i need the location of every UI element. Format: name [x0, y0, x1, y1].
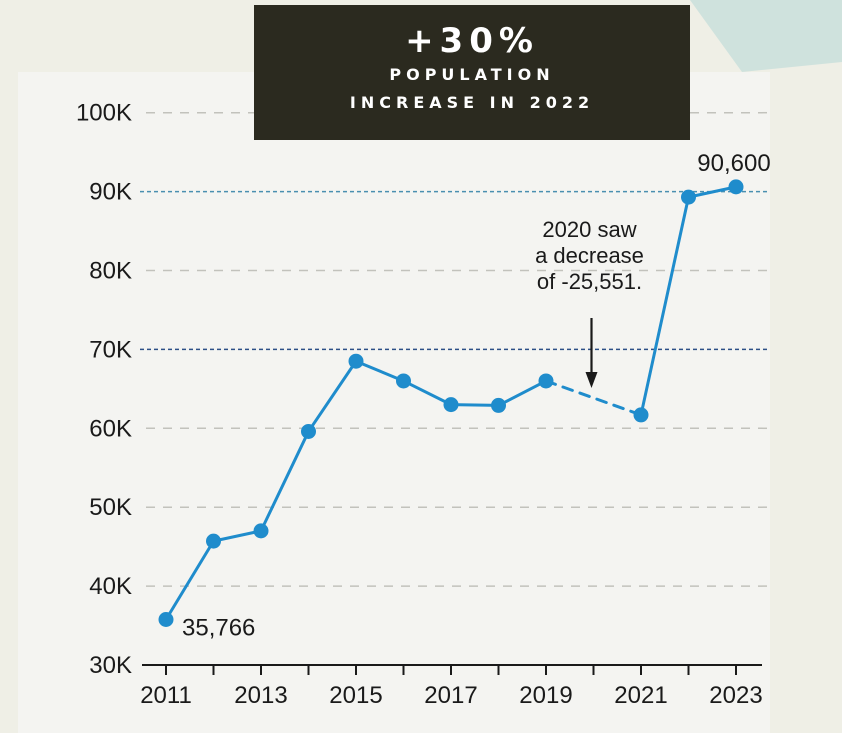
series-segment-dashed: [544, 379, 643, 417]
y-tick-label: 80K: [89, 258, 132, 285]
x-tick-label: 2021: [614, 682, 667, 709]
series-segment: [354, 359, 405, 383]
data-point: [633, 407, 649, 423]
x-tick-label: 2019: [519, 682, 572, 709]
banner-headline: +30%: [405, 21, 539, 61]
series-segment: [212, 529, 263, 543]
series-segment: [307, 359, 358, 433]
series-segment: [259, 429, 310, 533]
reference-lines: [140, 190, 770, 351]
x-tick-label: 2017: [424, 682, 477, 709]
y-axis-tick-labels: 30K 40K 50K 60K 70K 80K 90K 100K: [76, 100, 132, 679]
series-segment: [687, 185, 738, 199]
data-point: [443, 397, 459, 413]
banner-subtitle-line1: POPULATION: [389, 65, 555, 84]
banner-subtitle-line2: INCREASE IN 2022: [349, 93, 595, 112]
data-point: [728, 179, 744, 195]
data-points: [158, 179, 744, 628]
grid-lines: [146, 111, 770, 587]
series-segment: [449, 403, 500, 407]
y-tick-label: 100K: [76, 100, 132, 127]
data-point: [348, 353, 364, 369]
series-segment: [639, 195, 690, 417]
y-tick-label: 30K: [89, 652, 132, 679]
data-point: [538, 373, 554, 389]
series-segment: [497, 379, 548, 407]
series-line: [164, 185, 738, 622]
annotation-text: 2020 saw: [542, 217, 636, 242]
y-tick-label: 50K: [89, 494, 132, 521]
data-point: [253, 523, 269, 539]
data-point: [681, 189, 696, 205]
data-point: [158, 612, 174, 628]
headline-banner: +30% POPULATION INCREASE IN 2022: [254, 5, 690, 140]
annotation-text: a decrease: [535, 243, 644, 268]
x-tick-label: 2023: [709, 682, 762, 709]
y-tick-label: 40K: [89, 573, 132, 600]
data-point: [301, 423, 316, 439]
y-tick-label: 70K: [89, 336, 132, 363]
y-tick-label: 90K: [89, 179, 132, 206]
annotation-text: of -25,551.: [537, 269, 642, 294]
data-label: 35,766: [182, 615, 255, 642]
data-point: [396, 373, 411, 389]
series-segment: [164, 539, 215, 622]
x-axis: 2011 2013 2015 2017 2019 2021 2023: [140, 664, 763, 709]
x-tick-label: 2013: [234, 682, 287, 709]
series-segment: [402, 379, 453, 407]
data-point: [206, 533, 221, 549]
y-tick-label: 60K: [89, 415, 132, 442]
data-label: 90,600: [697, 150, 770, 177]
data-labels: 35,766 90,600: [182, 150, 771, 642]
x-tick-label: 2011: [140, 682, 192, 709]
data-point: [491, 397, 506, 413]
x-tick-label: 2015: [329, 682, 382, 709]
annotation-arrow-head: [585, 372, 598, 388]
